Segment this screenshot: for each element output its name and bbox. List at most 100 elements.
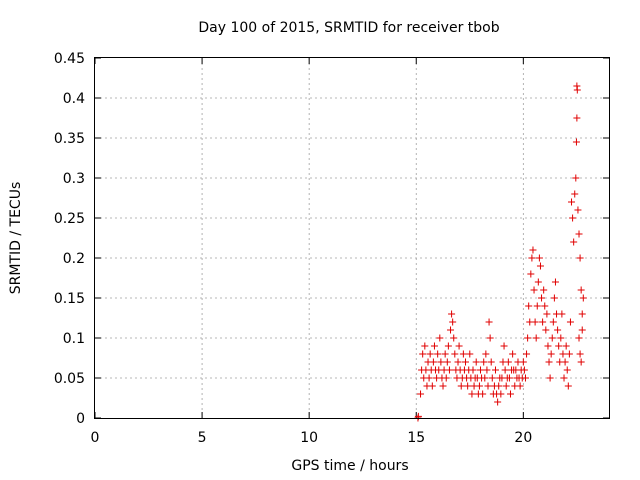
- y-axis-label: SRMTID / TECUs: [8, 182, 24, 295]
- data-point: [439, 382, 447, 390]
- y-tick-label: 0.3: [63, 171, 85, 187]
- data-point: [574, 206, 582, 214]
- data-point: [455, 342, 463, 350]
- data-point: [519, 358, 527, 366]
- data-point: [577, 286, 585, 294]
- data-point: [483, 366, 491, 374]
- data-point: [540, 286, 548, 294]
- y-tick-label: 0.2: [63, 251, 85, 267]
- data-point: [579, 294, 587, 302]
- chart-title: Day 100 of 2015, SRMTID for receiver tbo…: [198, 20, 499, 36]
- data-points: [414, 82, 587, 422]
- data-point: [485, 318, 493, 326]
- data-point: [480, 358, 488, 366]
- y-tick-label: 0.45: [54, 51, 85, 67]
- data-point: [488, 374, 496, 382]
- x-tick-label: 10: [300, 430, 318, 446]
- data-point: [494, 398, 502, 406]
- data-point: [445, 366, 453, 374]
- x-axis-label: GPS time / hours: [291, 458, 408, 474]
- data-point: [516, 382, 524, 390]
- y-tick-label: 0.05: [54, 371, 85, 387]
- data-point: [502, 382, 510, 390]
- data-point: [549, 318, 557, 326]
- data-point: [509, 350, 517, 358]
- data-point: [573, 114, 581, 122]
- data-point: [566, 318, 574, 326]
- data-point: [477, 366, 484, 374]
- data-point: [443, 358, 451, 366]
- data-point: [479, 390, 487, 398]
- y-tick-label: 0.15: [54, 291, 85, 307]
- data-point: [448, 310, 456, 318]
- data-point: [541, 302, 549, 310]
- data-point: [442, 374, 450, 382]
- data-point: [578, 310, 586, 318]
- data-point: [575, 230, 583, 238]
- data-point: [544, 342, 552, 350]
- data-point: [534, 278, 542, 286]
- data-point: [505, 374, 513, 382]
- data-point: [462, 358, 470, 366]
- data-point: [468, 390, 476, 398]
- data-point: [559, 350, 567, 358]
- data-point: [472, 358, 480, 366]
- data-point: [561, 358, 569, 366]
- data-point: [466, 350, 474, 358]
- data-point: [484, 382, 492, 390]
- data-point: [551, 278, 559, 286]
- data-point: [506, 390, 514, 398]
- data-point: [563, 366, 571, 374]
- data-point: [571, 190, 579, 198]
- data-point: [535, 254, 543, 262]
- y-tick-label: 0: [76, 411, 85, 427]
- data-point: [421, 342, 429, 350]
- data-point: [530, 286, 538, 294]
- data-point: [524, 334, 532, 342]
- data-point: [560, 374, 568, 382]
- data-point: [428, 382, 436, 390]
- data-point: [547, 350, 555, 358]
- data-point: [487, 358, 495, 366]
- data-point: [570, 238, 578, 246]
- y-tick-label: 0.1: [63, 331, 85, 347]
- data-point: [527, 270, 535, 278]
- data-point: [578, 326, 586, 334]
- grid: [95, 58, 609, 418]
- data-point: [543, 310, 551, 318]
- x-tick-label: 5: [198, 430, 207, 446]
- data-point: [520, 366, 528, 374]
- plot-frame: [94, 57, 610, 419]
- data-point: [531, 318, 539, 326]
- data-point: [573, 86, 581, 94]
- data-point: [464, 382, 472, 390]
- y-tick-label: 0.4: [63, 91, 85, 107]
- data-point: [426, 350, 434, 358]
- data-point: [425, 374, 433, 382]
- data-point: [577, 358, 585, 366]
- data-point: [525, 302, 533, 310]
- data-point: [576, 350, 584, 358]
- data-point: [545, 358, 553, 366]
- data-point: [491, 366, 499, 374]
- data-point: [441, 350, 449, 358]
- data-point: [572, 174, 580, 182]
- data-point: [554, 326, 562, 334]
- data-point: [449, 318, 457, 326]
- data-point: [550, 294, 558, 302]
- y-tick-label: 0.25: [54, 211, 85, 227]
- data-point: [495, 382, 503, 390]
- data-point: [538, 294, 546, 302]
- data-point: [569, 214, 577, 222]
- data-point: [454, 358, 462, 366]
- data-point: [564, 382, 572, 390]
- data-point: [523, 350, 531, 358]
- x-tick-label: 0: [91, 430, 100, 446]
- data-point: [528, 254, 536, 262]
- data-point: [539, 318, 547, 326]
- data-point: [565, 350, 573, 358]
- x-tick-label: 15: [407, 430, 425, 446]
- data-point: [533, 302, 541, 310]
- data-point: [501, 366, 509, 374]
- data-point: [529, 246, 537, 254]
